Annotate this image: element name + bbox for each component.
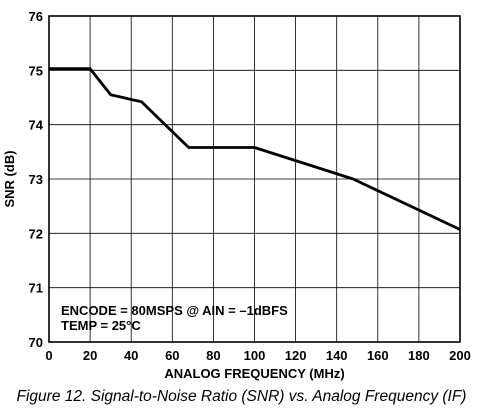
y-tick-label: 70 [29, 335, 43, 350]
x-tick-label: 60 [165, 348, 179, 363]
x-tick-label: 80 [206, 348, 220, 363]
x-tick-label: 20 [83, 348, 97, 363]
x-tick-label: 160 [367, 348, 389, 363]
y-tick-label: 75 [29, 63, 43, 78]
x-tick-label: 200 [449, 348, 471, 363]
y-tick-label: 76 [29, 9, 43, 24]
y-tick-label: 71 [29, 281, 43, 296]
x-tick-labels: 0 20 40 60 80 100 120 140 160 180 200 [45, 348, 470, 363]
y-tick-label: 72 [29, 226, 43, 241]
annotation-encode: ENCODE = 80MSPS @ AIN = –1dBFS [61, 303, 288, 318]
annotation-temp: TEMP = 25°C [61, 318, 141, 333]
x-tick-label: 100 [244, 348, 266, 363]
y-tick-label: 73 [29, 172, 43, 187]
x-tick-label: 40 [124, 348, 138, 363]
snr-series-line [49, 67, 461, 231]
snr-chart: 70 71 72 73 74 75 76 0 20 40 60 80 100 120 140 160 180 2… [2, 9, 471, 381]
y-axis-label: SNR (dB) [2, 150, 17, 207]
x-tick-label: 180 [408, 348, 430, 363]
x-tick-label: 120 [285, 348, 307, 363]
figure-caption: Figure 12. Signal-to-Noise Ratio (SNR) v… [16, 388, 467, 405]
y-tick-labels: 70 71 72 73 74 75 76 [29, 9, 44, 350]
x-tick-label: 0 [45, 348, 52, 363]
x-axis-label: ANALOG FREQUENCY (MHz) [164, 366, 344, 381]
y-tick-label: 74 [29, 118, 44, 133]
grid-lines [48, 15, 461, 343]
x-tick-label: 140 [326, 348, 348, 363]
plot-frame [48, 15, 461, 343]
